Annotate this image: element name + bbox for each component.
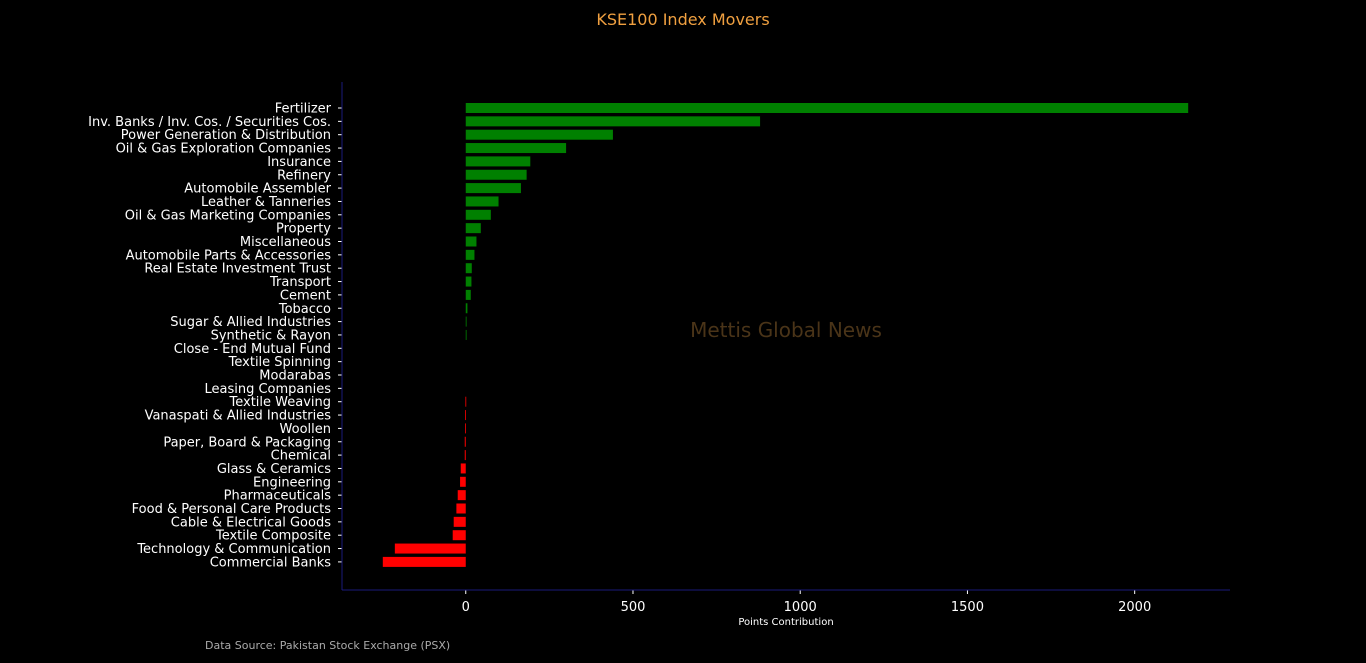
bar-fertilizer — [465, 103, 1189, 113]
category-label-real-estate-investment-trust: Real Estate Investment Trust — [144, 262, 331, 277]
category-label-leather-tanneries: Leather & Tanneries — [201, 195, 331, 210]
bar-real-estate-investment-trust — [465, 263, 472, 274]
category-label-oil-gas-marketing-companies: Oil & Gas Marketing Companies — [125, 208, 331, 223]
bar-woollen — [465, 423, 466, 434]
x-ticks-group: 0 500 1000 1500 2000 — [462, 590, 1151, 615]
category-label-technology-communication: Technology & Communication — [136, 542, 331, 557]
category-label-engineering: Engineering — [253, 475, 331, 490]
bars-group — [382, 103, 1189, 567]
bar-power-generation-distribution — [465, 129, 613, 140]
category-label-woollen: Woollen — [280, 422, 331, 437]
category-label-automobile-parts-accessories: Automobile Parts & Accessories — [126, 248, 332, 263]
x-axis-label: Points Contribution — [738, 617, 834, 628]
category-label-close-end-mutual-fund: Close - End Mutual Fund — [174, 342, 331, 357]
bar-insurance — [465, 156, 531, 167]
category-label-miscellaneous: Miscellaneous — [240, 235, 331, 250]
bar-property — [465, 223, 481, 234]
bar-refinery — [465, 169, 527, 180]
category-label-transport: Transport — [269, 275, 331, 290]
watermark: Mettis Global News — [690, 318, 882, 342]
bar-synthetic-rayon — [465, 329, 467, 340]
bar-textile-weaving — [465, 396, 467, 407]
category-label-insurance: Insurance — [267, 155, 331, 170]
chart-title: KSE100 Index Movers — [596, 10, 770, 29]
bar-transport — [465, 276, 472, 287]
category-label-pharmaceuticals: Pharmaceuticals — [224, 489, 332, 504]
bar-cable-electrical-goods — [453, 516, 466, 527]
bar-inv-banks-inv-cos-securities-cos — [465, 116, 761, 127]
category-label-power-generation-distribution: Power Generation & Distribution — [121, 128, 331, 143]
category-label-sugar-allied-industries: Sugar & Allied Industries — [170, 315, 331, 330]
bar-glass-ceramics — [460, 463, 466, 474]
bar-leather-tanneries — [465, 196, 499, 207]
category-label-vanaspati-allied-industries: Vanaspati & Allied Industries — [145, 409, 332, 424]
category-label-refinery: Refinery — [277, 168, 331, 183]
category-label-synthetic-rayon: Synthetic & Rayon — [211, 328, 331, 343]
bar-pharmaceuticals — [457, 490, 466, 501]
data-source-note: Data Source: Pakistan Stock Exchange (PS… — [205, 639, 451, 652]
x-tick-label: 2000 — [1118, 600, 1151, 615]
bar-vanaspati-allied-industries — [465, 410, 466, 421]
category-label-glass-ceramics: Glass & Ceramics — [217, 462, 331, 477]
bar-engineering — [460, 476, 466, 487]
x-tick-label: 1000 — [784, 600, 817, 615]
x-tick-label: 0 — [462, 600, 470, 615]
category-label-cable-electrical-goods: Cable & Electrical Goods — [171, 515, 331, 530]
category-label-textile-spinning: Textile Spinning — [228, 355, 331, 370]
bar-commercial-banks — [382, 556, 466, 567]
bar-textile-composite — [452, 530, 466, 541]
bar-sugar-allied-industries — [465, 316, 467, 327]
category-label-textile-composite: Textile Composite — [215, 529, 331, 544]
bar-technology-communication — [394, 543, 466, 554]
category-label-food-personal-care-products: Food & Personal Care Products — [132, 502, 332, 517]
x-tick-label: 500 — [621, 600, 646, 615]
category-label-inv-banks-inv-cos-securities-cos: Inv. Banks / Inv. Cos. / Securities Cos. — [88, 115, 331, 130]
bar-oil-gas-marketing-companies — [465, 209, 491, 220]
bar-cement — [465, 289, 471, 300]
bar-tobacco — [465, 303, 468, 314]
category-label-automobile-assembler: Automobile Assembler — [184, 182, 331, 197]
bar-food-personal-care-products — [456, 503, 466, 514]
category-label-commercial-banks: Commercial Banks — [210, 555, 332, 570]
category-label-textile-weaving: Textile Weaving — [229, 395, 332, 410]
bar-miscellaneous — [465, 236, 477, 247]
bar-paper-board-packaging — [464, 436, 466, 447]
category-label-fertilizer: Fertilizer — [275, 102, 332, 117]
category-label-chemical: Chemical — [271, 449, 331, 464]
category-label-paper-board-packaging: Paper, Board & Packaging — [163, 435, 331, 450]
x-tick-label: 1500 — [951, 600, 984, 615]
category-label-leasing-companies: Leasing Companies — [204, 382, 331, 397]
bar-oil-gas-exploration-companies — [465, 143, 567, 154]
bar-automobile-assembler — [465, 183, 521, 194]
bar-chemical — [464, 450, 466, 461]
category-label-modarabas: Modarabas — [259, 369, 331, 384]
category-label-property: Property — [276, 222, 331, 237]
category-label-tobacco: Tobacco — [278, 302, 331, 317]
bar-automobile-parts-accessories — [465, 249, 475, 260]
category-label-cement: Cement — [280, 288, 331, 303]
category-label-oil-gas-exploration-companies: Oil & Gas Exploration Companies — [116, 142, 332, 157]
